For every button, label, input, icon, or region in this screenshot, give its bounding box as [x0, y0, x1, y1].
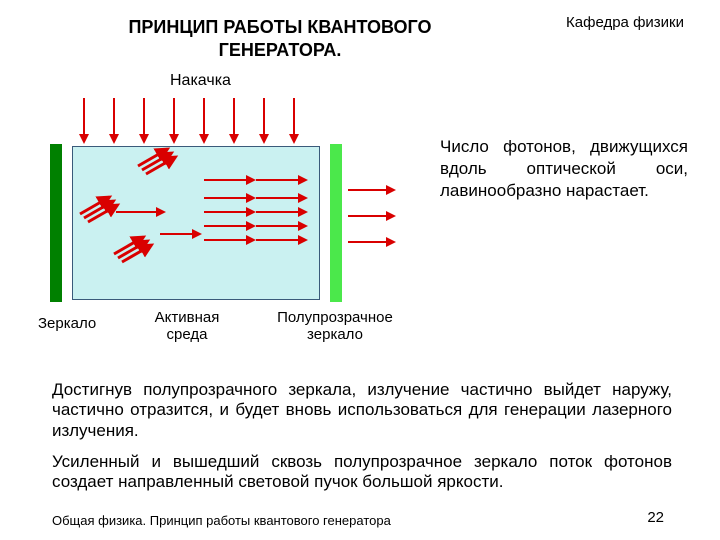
- medium-label: Активная среда: [142, 310, 232, 343]
- paragraph-1: Достигнув полупрозрачного зеркала, излуч…: [52, 380, 672, 441]
- side-text: Число фотонов, движущихся вдоль оптическ…: [440, 136, 688, 202]
- mirror-label: Зеркало: [38, 315, 96, 332]
- department-label: Кафедра физики: [566, 14, 684, 31]
- page-number: 22: [647, 509, 664, 526]
- paragraph-2: Усиленный и вышедший сквозь полупрозрачн…: [52, 452, 672, 493]
- footer-text: Общая физика. Принцип работы квантового …: [52, 513, 391, 528]
- laser-diagram: Накачка Зеркало Активная среда Полупрозр…: [50, 72, 400, 352]
- page-title: ПРИНЦИП РАБОТЫ КВАНТОВОГО ГЕНЕРАТОРА.: [100, 16, 460, 61]
- half-mirror-label: Полупрозрачное зеркало: [260, 310, 410, 343]
